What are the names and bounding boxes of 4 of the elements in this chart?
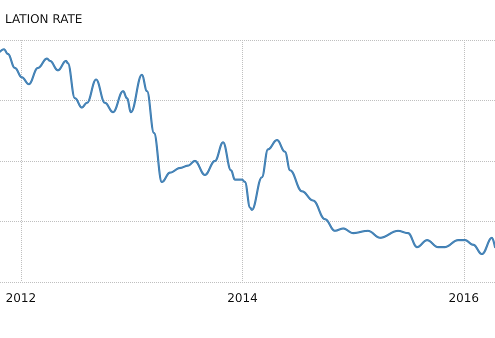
chart-title: LATION RATE xyxy=(5,12,82,26)
x-tick-label: 2012 xyxy=(6,291,36,305)
x-tick-label: 2014 xyxy=(227,291,258,305)
x-tick-label: 2016 xyxy=(448,291,480,305)
